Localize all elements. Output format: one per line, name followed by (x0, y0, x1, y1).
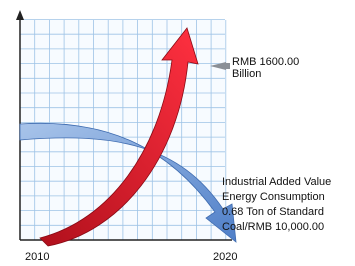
annotation-line: Billion (232, 68, 261, 80)
x-label: 2020 (213, 251, 237, 263)
pointer-arrow-tail (222, 63, 230, 69)
x-label: 2010 (25, 251, 49, 263)
annotation-line: Energy Consumption (222, 191, 325, 203)
annotation-line: 0.68 Ton of Standard (222, 206, 324, 218)
annotation-line: Industrial Added Value (222, 176, 331, 188)
annotation-line: RMB 1600.00 (232, 56, 299, 68)
page: {"axis_labels": {"start": "2010", "end":… (0, 0, 355, 266)
illustration: RMB 1600.00 Billion Industrial Added Val… (0, 0, 355, 266)
y-axis-arrow (16, 10, 24, 20)
annotation-line: Coal/RMB 10,000.00 (222, 221, 324, 233)
